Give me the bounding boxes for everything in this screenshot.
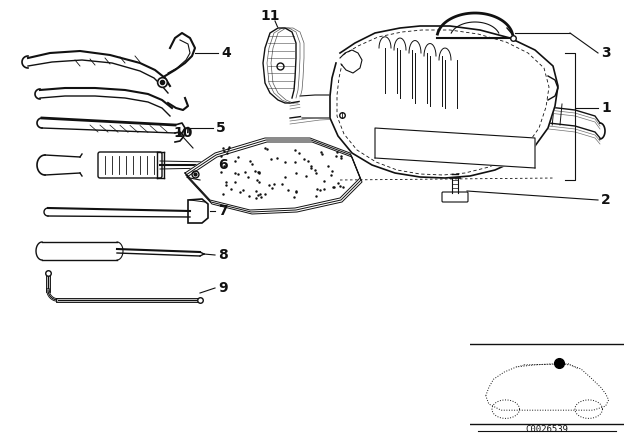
Polygon shape (375, 128, 535, 168)
Text: 6: 6 (218, 158, 228, 172)
Text: C0026539: C0026539 (525, 425, 569, 434)
Text: 1: 1 (601, 101, 611, 115)
Text: 3: 3 (601, 46, 611, 60)
Text: 2: 2 (601, 193, 611, 207)
Text: 10: 10 (173, 126, 193, 140)
Text: 8: 8 (218, 248, 228, 262)
Polygon shape (185, 138, 360, 210)
Text: 4: 4 (221, 46, 231, 60)
Text: 5: 5 (216, 121, 226, 135)
Polygon shape (330, 26, 558, 178)
Text: 7: 7 (218, 204, 228, 218)
Polygon shape (263, 28, 296, 103)
Polygon shape (290, 96, 600, 138)
Text: 9: 9 (218, 281, 228, 295)
Text: 11: 11 (260, 9, 280, 23)
Polygon shape (300, 95, 352, 118)
